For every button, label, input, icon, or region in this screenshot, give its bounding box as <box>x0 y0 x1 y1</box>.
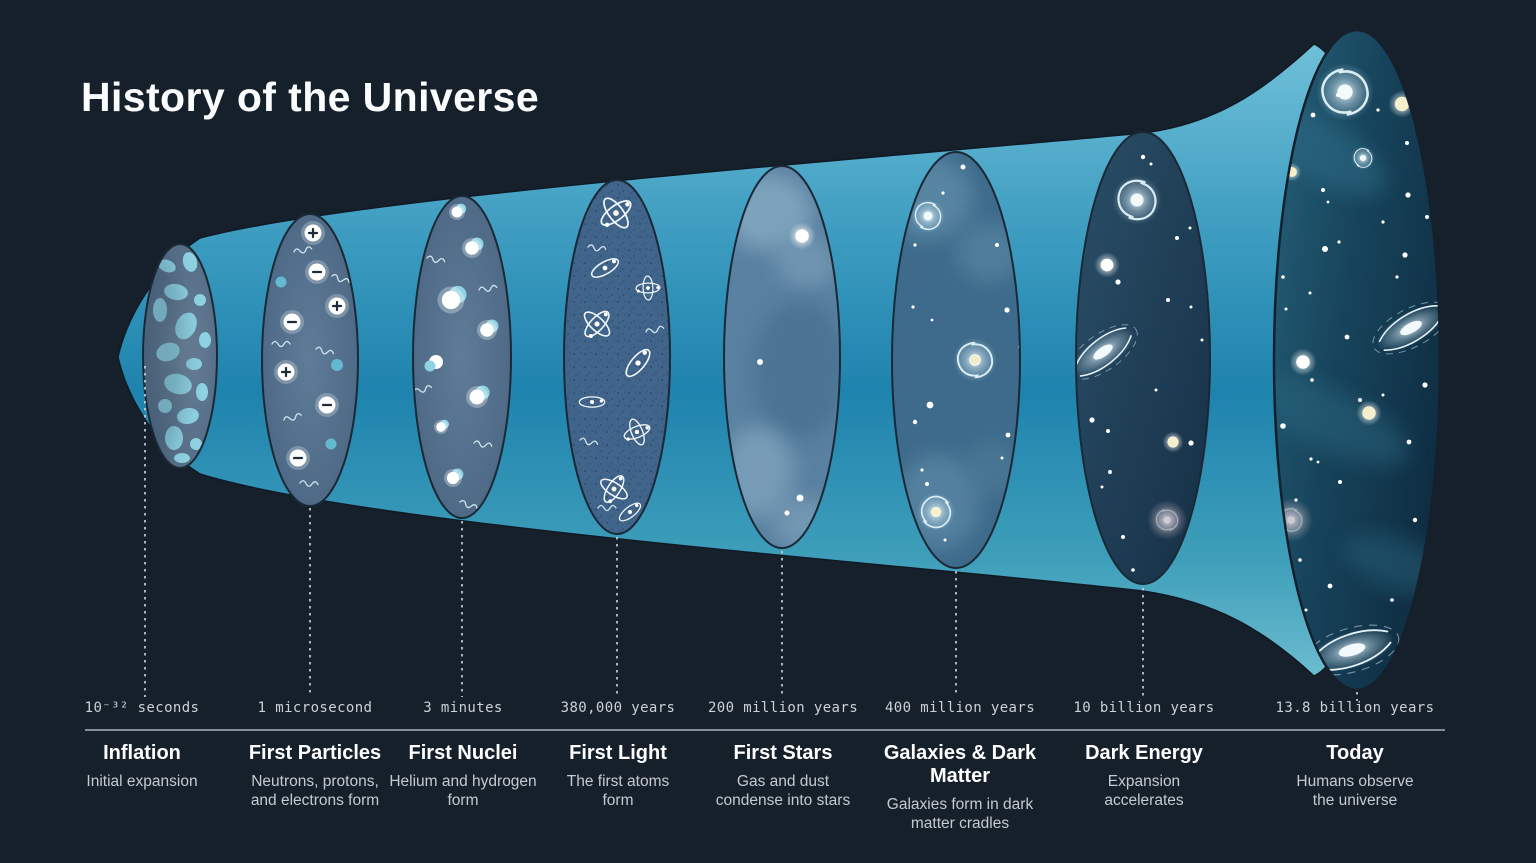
stage-description: Gas and dust condense into stars <box>715 773 851 809</box>
stage-column-inflation: 10⁻³² seconds Inflation Initial expansio… <box>47 700 237 791</box>
neutron-dot <box>275 276 343 450</box>
stage-column-first-stars: 200 million years First Stars Gas and du… <box>688 700 878 810</box>
stage-name: Inflation <box>103 742 181 764</box>
spiral-galaxy-icon <box>1076 170 1187 540</box>
star-dot <box>1280 90 1429 612</box>
stage-column-dark-energy: 10 billion years Dark Energy Expansion a… <box>1049 700 1239 810</box>
timeline-rule <box>85 729 1445 731</box>
stage-slice-first-nuclei <box>412 195 512 519</box>
stage-name: First Stars <box>733 742 833 764</box>
stage-time: 13.8 billion years <box>1275 700 1435 716</box>
stage-name: First Light <box>569 742 667 764</box>
stage-column-first-nuclei: 3 minutes First Nuclei Helium and hydrog… <box>368 700 558 810</box>
page-title: History of the Universe <box>81 74 540 120</box>
stage-name: Today <box>1326 742 1384 764</box>
stage-description: Humans observe the universe <box>1296 773 1414 809</box>
stage-description: Neutrons, protons, and electrons form <box>250 773 380 809</box>
star-dot <box>911 164 1020 542</box>
stage-time: 10⁻³² seconds <box>84 700 200 716</box>
stage-time: 3 minutes <box>423 700 503 716</box>
star-dot <box>757 222 816 516</box>
stage-description: Galaxies form in dark matter cradles <box>886 796 1034 832</box>
stage-description: Helium and hydrogen form <box>389 773 537 809</box>
stage-name: Dark Energy <box>1085 742 1203 764</box>
stage-description: Initial expansion <box>86 773 198 790</box>
stage-column-first-light: 380,000 years First Light The first atom… <box>523 700 713 810</box>
stage-column-today: 13.8 billion years Today Humans observe … <box>1260 700 1450 810</box>
stage-column-first-particles: 1 microsecond First Particles Neutrons, … <box>220 700 410 810</box>
stage-time: 380,000 years <box>560 700 676 716</box>
stage-description: Expansion accelerates <box>1104 773 1184 809</box>
spiral-galaxy-icon <box>905 193 1004 541</box>
star-dot <box>1089 154 1204 572</box>
stage-name: Galaxies & Dark Matter <box>883 742 1037 787</box>
timeline-guide-lines <box>144 366 1358 701</box>
stage-column-galaxies-dark-matter: 400 million years Galaxies & Dark Matter… <box>865 700 1055 833</box>
nucleus-icon <box>424 203 499 487</box>
stage-time: 200 million years <box>707 700 859 716</box>
stage-slice-first-particles <box>261 213 359 507</box>
stage-slice-dark-energy <box>1075 131 1211 585</box>
stage-slice-first-light <box>563 179 671 535</box>
stage-time: 10 billion years <box>1073 700 1215 716</box>
stage-name: First Nuclei <box>408 742 518 764</box>
stage-time: 400 million years <box>884 700 1036 716</box>
stage-name: First Particles <box>248 742 382 764</box>
stage-time: 1 microsecond <box>257 700 373 716</box>
stage-slice-inflation <box>142 243 218 469</box>
stage-description: The first atoms form <box>566 773 670 809</box>
